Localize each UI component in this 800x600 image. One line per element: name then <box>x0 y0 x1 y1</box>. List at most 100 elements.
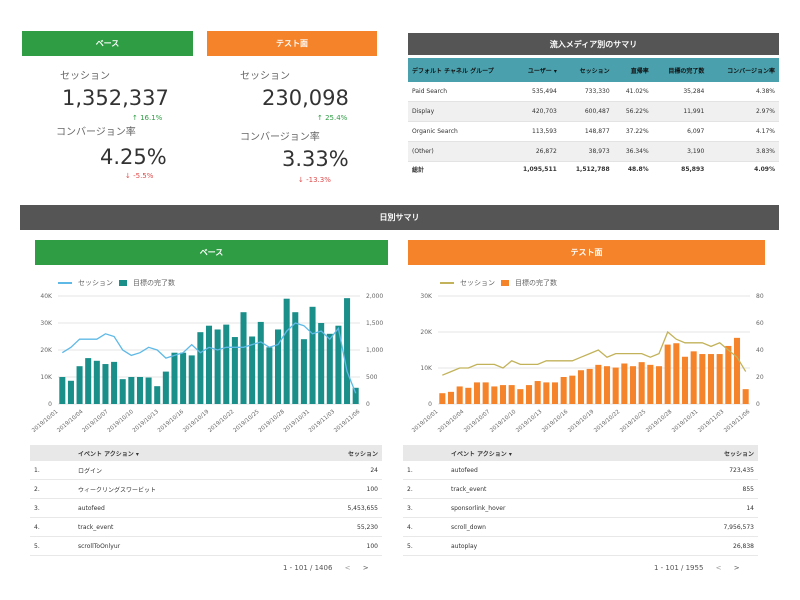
event-rank: 5. <box>403 536 447 556</box>
event-row[interactable]: 4. track_event 55,230 <box>30 517 382 537</box>
y-right-tick-label: 20 <box>756 374 764 381</box>
event-sessions: 100 <box>286 479 382 499</box>
x-tick-label: 2019/10/19 <box>567 409 596 434</box>
goal-bar <box>690 351 697 404</box>
event-row[interactable]: 5. scrollToOnlyur 100 <box>30 536 382 556</box>
event-rank: 3. <box>403 498 447 518</box>
evt-action-col[interactable]: イベント アクション ▾ <box>74 445 287 461</box>
event-row[interactable]: 1. ログイン 24 <box>30 461 382 480</box>
y-left-tick-label: 20K <box>40 347 53 354</box>
event-action: ウィークリングスワービット <box>74 479 287 499</box>
goal-bar <box>326 333 333 404</box>
test-event-table: イベント アクション ▾ セッション 1. autofeed 723,435 2. tr… <box>403 445 758 556</box>
x-tick-label: 2019/10/10 <box>489 409 518 434</box>
event-row[interactable]: 3. sponsorlink_hover 14 <box>403 498 758 518</box>
goal-bar <box>205 325 213 404</box>
y-left-tick-label: 30K <box>420 293 433 300</box>
goal-bar <box>681 356 689 404</box>
event-row[interactable]: 2. ウィークリングスワービット 100 <box>30 479 382 499</box>
event-sessions: 14 <box>646 498 758 518</box>
goal-bar <box>300 339 307 404</box>
goal-bar <box>85 358 92 404</box>
goal-bar <box>664 344 671 404</box>
media-col-sessions[interactable]: セッション <box>579 67 610 75</box>
media-col-goals[interactable]: 目標の完了数 <box>668 67 705 75</box>
goal-bar <box>525 385 533 404</box>
event-row[interactable]: 4. scroll_down 7,956,573 <box>403 517 758 537</box>
media-channel-cell: Organic Search <box>408 121 508 142</box>
y-right-tick-label: 1,000 <box>366 347 383 354</box>
pager-prev-button[interactable]: < <box>715 564 722 572</box>
x-tick-label: 2019/10/22 <box>593 409 621 434</box>
goal-bar <box>517 389 524 404</box>
test-kpi-header: テスト面 <box>207 31 377 56</box>
goal-bar <box>154 386 161 404</box>
evt-action-col[interactable]: イベント アクション ▾ <box>447 445 647 461</box>
goal-bar <box>733 337 741 404</box>
y-left-tick-label: 10K <box>40 374 53 381</box>
x-tick-label: 2019/10/31 <box>671 409 699 434</box>
goal-bar <box>603 366 611 404</box>
event-row[interactable]: 3. autofeed 5,453,655 <box>30 498 382 518</box>
media-col-users[interactable]: ユーザー ▾ <box>527 67 557 75</box>
legend-line-swatch <box>440 282 454 284</box>
media-col-cvr[interactable]: コンバージョン率 <box>727 67 775 75</box>
goal-bar <box>673 343 680 404</box>
event-row[interactable]: 1. autofeed 723,435 <box>403 461 758 480</box>
event-sessions: 723,435 <box>646 461 758 480</box>
event-row[interactable]: 5. autoplay 26,838 <box>403 536 758 556</box>
goal-bar <box>162 371 169 404</box>
legend-bar-swatch <box>501 280 509 286</box>
session-line <box>442 330 747 376</box>
goal-bar <box>283 298 290 404</box>
goal-bar <box>214 329 221 404</box>
pager-next-button[interactable]: > <box>733 564 740 572</box>
goal-bar <box>318 323 325 404</box>
goal-bar <box>180 352 187 404</box>
x-tick-label: 2019/10/16 <box>157 409 186 434</box>
goal-bar <box>439 393 446 404</box>
media-col-channel[interactable]: デフォルト チャネル グループ <box>412 67 494 75</box>
media-value-cell: 3.83% <box>708 141 779 162</box>
media-value-cell: 56.22% <box>613 101 653 122</box>
test-sessions-label: セッション <box>240 71 290 82</box>
media-value-cell: 37.22% <box>613 121 653 142</box>
goal-bar <box>231 337 238 404</box>
y-left-tick-label: 10K <box>420 365 433 372</box>
media-value-cell: 2.97% <box>708 101 779 122</box>
goal-bar <box>534 381 541 404</box>
x-tick-label: 2019/11/06 <box>333 409 362 434</box>
y-left-tick-label: 30K <box>40 320 53 327</box>
event-rank: 1. <box>30 461 74 480</box>
base-sessions-value: 1,352,337 <box>62 86 169 110</box>
y-right-tick-label: 60 <box>756 320 764 327</box>
base-event-pager: 1 - 101 / 1406 < > <box>283 564 369 572</box>
event-sessions: 5,453,655 <box>286 498 382 518</box>
legend-session-label: セッション <box>78 279 113 287</box>
goal-bar <box>128 377 135 404</box>
x-tick-label: 2019/10/01 <box>411 409 439 434</box>
media-value-cell: 4.38% <box>708 82 779 102</box>
media-col-bounce[interactable]: 直帰率 <box>630 67 649 75</box>
event-row[interactable]: 2. track_event 855 <box>403 479 758 499</box>
goal-bar <box>145 377 152 404</box>
y-right-tick-label: 0 <box>366 401 370 408</box>
goal-bar <box>266 347 273 404</box>
media-value-cell: 113,593 <box>508 121 561 142</box>
evt-sessions-col[interactable]: セッション <box>646 445 758 461</box>
media-value-cell: 733,330 <box>560 82 614 102</box>
evt-sessions-col[interactable]: セッション <box>286 445 382 461</box>
x-tick-label: 2019/10/13 <box>515 409 544 434</box>
media-value-cell: 26,872 <box>508 141 561 162</box>
pager-next-button[interactable]: > <box>362 564 369 572</box>
test-cvr-label: コンバージョン率 <box>240 132 320 143</box>
evt-index-col <box>403 445 447 461</box>
event-action: autofeed <box>74 498 287 518</box>
media-total-cell: 48.8% <box>627 165 649 173</box>
y-right-tick-label: 80 <box>756 293 764 300</box>
legend-goal-label: 目標の完了数 <box>515 279 557 287</box>
goal-bar <box>465 387 472 404</box>
event-rank: 2. <box>403 479 447 499</box>
x-tick-label: 2019/10/25 <box>619 409 648 434</box>
pager-prev-button[interactable]: < <box>344 564 351 572</box>
